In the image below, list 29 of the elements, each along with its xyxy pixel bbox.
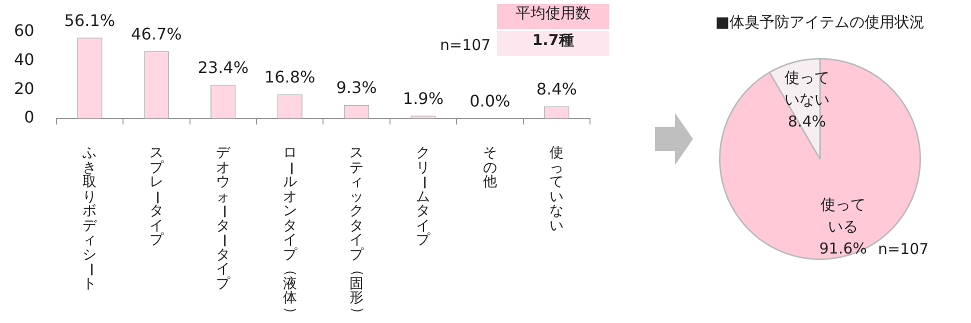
data-label: 8.4%: [536, 79, 577, 98]
data-label: 46.7%: [131, 24, 182, 44]
chart-title: ■体臭予防アイテムの使用状況: [715, 12, 925, 31]
data-label: 56.1%: [64, 10, 116, 30]
data-label: 23.4%: [198, 58, 249, 77]
y-tick-label: 40: [14, 50, 34, 69]
x-tick-label: 使っていない: [550, 145, 564, 234]
category-label: ロールオンタイプ（液体）: [282, 145, 298, 320]
y-tick-label: 60: [14, 21, 34, 40]
annotation: n=107: [440, 36, 491, 54]
category-label: ふき取りボディシート: [82, 145, 98, 292]
x-tick-label: スプレータイプ: [148, 145, 165, 248]
data-label: 9.3%: [336, 78, 377, 98]
slice-label: 使っていない: [784, 68, 830, 108]
info-table: 平均使用数 1.7種: [497, 4, 609, 56]
annotation: 1.7種: [497, 31, 609, 56]
data-label: 16.8%: [264, 67, 316, 86]
text: n=107: [878, 240, 929, 258]
y-tick-label: 20: [14, 78, 34, 98]
data-label: 1.9%: [402, 88, 444, 108]
x-tick-label: クリームタイプ: [415, 145, 432, 248]
slice-label: 使っている: [820, 195, 866, 236]
x-tick-label: その他: [482, 145, 497, 190]
category-label: デオウォータータイプ: [215, 145, 232, 292]
category-label: スティックタイプ（固形）: [348, 145, 365, 320]
y-tick-label: 0: [24, 108, 34, 127]
data-label: 8.4%: [788, 112, 826, 130]
data-label: 91.6%: [819, 239, 867, 258]
data-label: 0.0%: [470, 92, 510, 111]
